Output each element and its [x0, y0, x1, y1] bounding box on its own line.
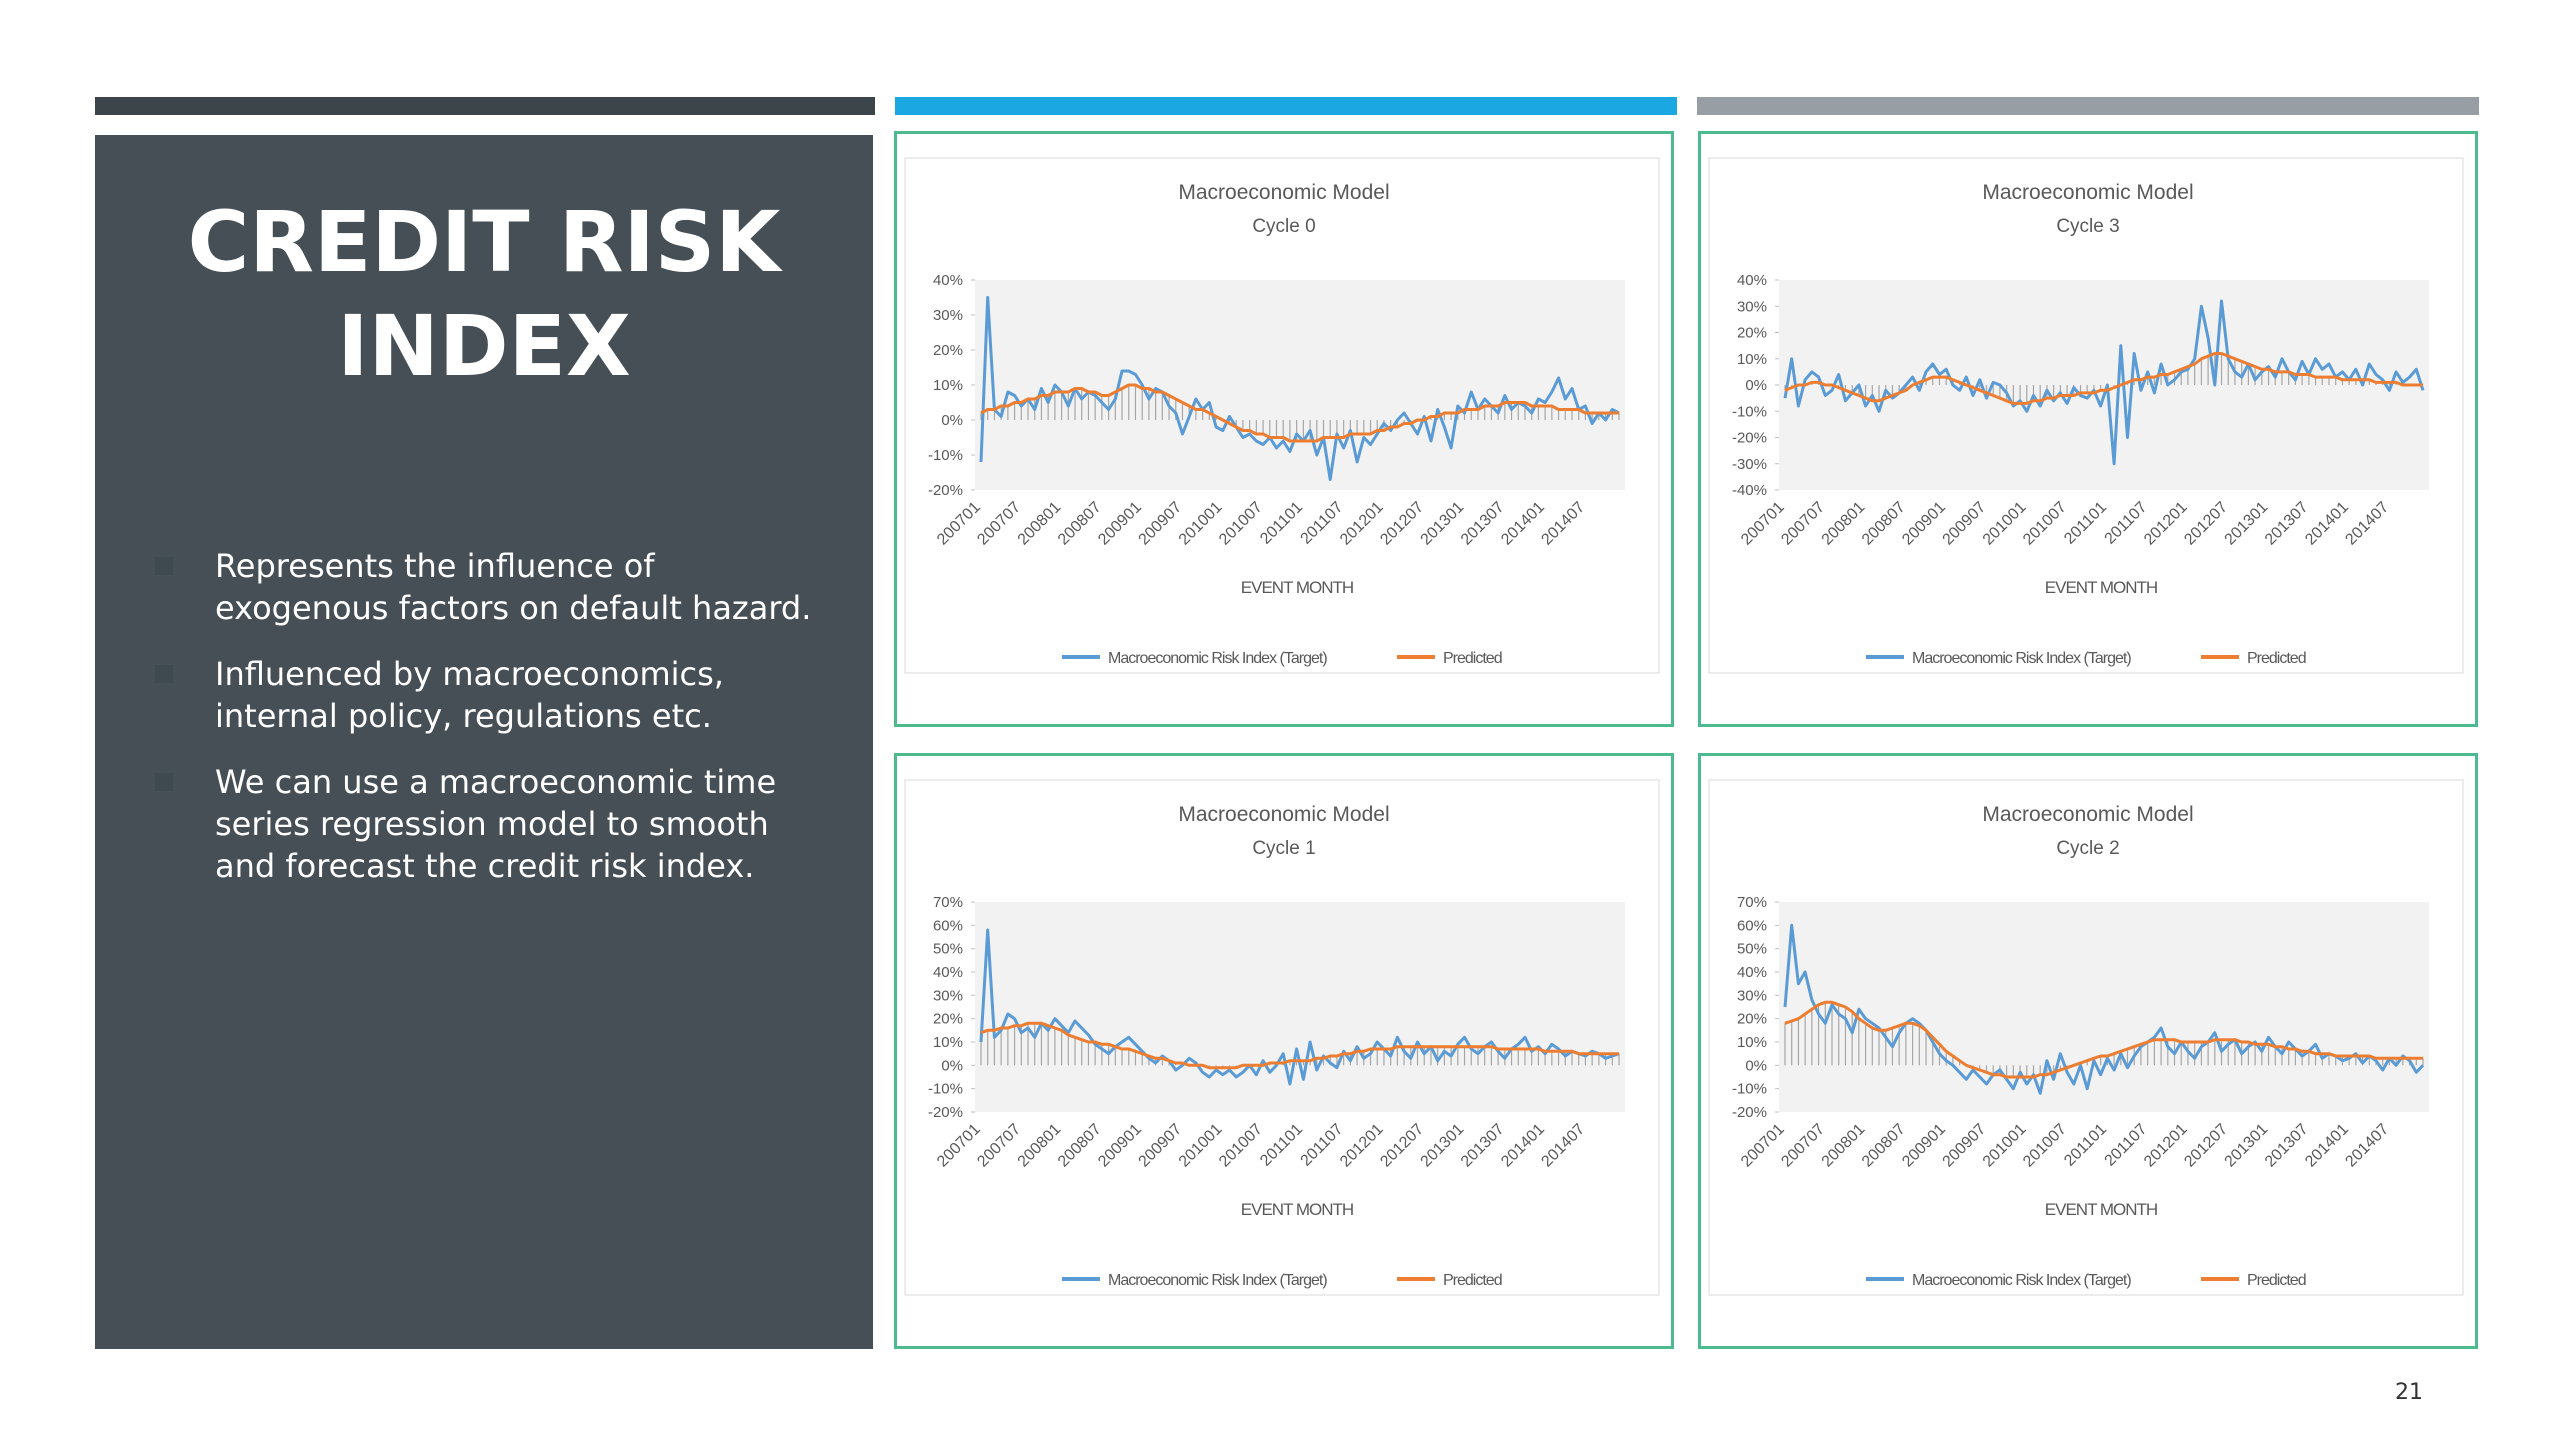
legend-label: Macroeconomic Risk Index (Target) — [1912, 650, 2131, 667]
y-tick-label: 50% — [933, 941, 963, 958]
plot-area — [975, 280, 1625, 490]
y-tick-label: 40% — [933, 964, 963, 981]
plot-area — [975, 902, 1625, 1112]
y-tick-label: 10% — [1737, 1034, 1767, 1051]
chart-panel: Macroeconomic Model Cycle 2 -20% -10% 0% 10% 2… — [1698, 753, 2478, 1349]
legend-label: Predicted — [2247, 1272, 2306, 1289]
y-tick-label: -10% — [1732, 1081, 1767, 1098]
x-axis-title: EVENT MONTH — [2045, 1200, 2157, 1219]
legend-label: Macroeconomic Risk Index (Target) — [1912, 1272, 2131, 1289]
y-tick-label: -10% — [928, 1081, 963, 1098]
y-tick-label: 0% — [941, 1057, 963, 1074]
bullet-icon — [155, 773, 173, 791]
bullet: Represents the influence of exogenous fa… — [155, 545, 825, 629]
y-tick-label: 60% — [1737, 917, 1767, 934]
legend-label: Macroeconomic Risk Index (Target) — [1108, 1272, 1327, 1289]
legend-label: Macroeconomic Risk Index (Target) — [1108, 650, 1327, 667]
chart-subtitle: Cycle 1 — [1252, 838, 1315, 859]
y-tick-label: 70% — [933, 894, 963, 911]
y-tick-label: 40% — [1737, 272, 1767, 289]
chart-subtitle: Cycle 0 — [1252, 216, 1315, 237]
y-tick-label: 20% — [1737, 1011, 1767, 1028]
x-axis-title: EVENT MONTH — [1241, 1200, 1353, 1219]
title-line: CREDIT RISK — [187, 193, 781, 291]
y-tick-label: 10% — [1737, 351, 1767, 368]
bullet-text: We can use a macroeconomic time series r… — [215, 763, 777, 885]
y-tick-label: 20% — [933, 342, 963, 359]
plot-area — [1779, 902, 2429, 1112]
y-tick-label: -20% — [928, 1104, 963, 1121]
y-tick-label: -30% — [1732, 456, 1767, 473]
legend-label: Predicted — [1443, 650, 1502, 667]
bullet-list: Represents the influence of exogenous fa… — [155, 545, 825, 911]
chart-title: Macroeconomic Model — [1982, 181, 2193, 204]
top-bar — [95, 97, 875, 115]
chart: Macroeconomic Model Cycle 3 -40% -30% -20% -1… — [1708, 157, 2464, 674]
slide-title: CREDIT RISK INDEX — [95, 190, 873, 398]
legend-label: Predicted — [2247, 650, 2306, 667]
chart-panel: Macroeconomic Model Cycle 0 -20% -10% 0% 10% 2… — [894, 131, 1674, 727]
plot-area — [1779, 280, 2429, 490]
chart: Macroeconomic Model Cycle 0 -20% -10% 0% 10% 2… — [904, 157, 1660, 674]
left-panel: CREDIT RISK INDEX Represents the influen… — [95, 135, 873, 1349]
chart-panel: Macroeconomic Model Cycle 1 -20% -10% 0% 10% 2… — [894, 753, 1674, 1349]
y-tick-label: -20% — [1732, 430, 1767, 447]
chart-subtitle: Cycle 3 — [2056, 216, 2119, 237]
page-number: 21 — [2395, 1380, 2423, 1405]
top-bar — [1697, 97, 2479, 115]
bullet: We can use a macroeconomic time series r… — [155, 761, 825, 887]
y-tick-label: 40% — [933, 272, 963, 289]
y-tick-label: -10% — [928, 447, 963, 464]
chart: Macroeconomic Model Cycle 1 -20% -10% 0% 10% 2… — [904, 779, 1660, 1296]
y-tick-label: -20% — [928, 482, 963, 499]
y-tick-label: 30% — [933, 307, 963, 324]
bullet-icon — [155, 665, 173, 683]
bullet: Influenced by macroeconomics, internal p… — [155, 653, 825, 737]
legend-label: Predicted — [1443, 1272, 1502, 1289]
chart-title: Macroeconomic Model — [1178, 803, 1389, 826]
y-tick-label: 30% — [1737, 987, 1767, 1004]
series-line — [980, 383, 1619, 443]
y-tick-label: 10% — [933, 1034, 963, 1051]
bullet-text: Represents the influence of exogenous fa… — [215, 547, 812, 627]
series-line — [1784, 352, 2423, 405]
series-line — [980, 1021, 1619, 1070]
chart-subtitle: Cycle 2 — [2056, 838, 2119, 859]
y-tick-label: -20% — [1732, 1104, 1767, 1121]
bullet-text: Influenced by macroeconomics, internal p… — [215, 655, 724, 735]
y-tick-label: -10% — [1732, 403, 1767, 420]
y-tick-label: 20% — [933, 1011, 963, 1028]
series-line — [979, 296, 1620, 481]
top-bar — [895, 97, 1677, 115]
y-tick-label: 50% — [1737, 941, 1767, 958]
y-tick-label: 0% — [1745, 1057, 1767, 1074]
series-line — [1784, 1000, 2423, 1079]
y-tick-label: 0% — [1745, 377, 1767, 394]
y-tick-label: -40% — [1732, 482, 1767, 499]
y-tick-label: 20% — [1737, 325, 1767, 342]
chart-title: Macroeconomic Model — [1982, 803, 2193, 826]
y-tick-label: 60% — [933, 917, 963, 934]
y-tick-label: 40% — [1737, 964, 1767, 981]
x-axis-title: EVENT MONTH — [2045, 578, 2157, 597]
series-line — [1783, 923, 2425, 1095]
title-line: INDEX — [337, 297, 631, 395]
y-tick-label: 30% — [1737, 298, 1767, 315]
y-tick-label: 70% — [1737, 894, 1767, 911]
bullet-icon — [155, 557, 173, 575]
y-tick-label: 10% — [933, 377, 963, 394]
chart-panel: Macroeconomic Model Cycle 3 -40% -30% -20% -1… — [1698, 131, 2478, 727]
x-axis-title: EVENT MONTH — [1241, 578, 1353, 597]
y-tick-label: 0% — [941, 412, 963, 429]
chart-title: Macroeconomic Model — [1178, 181, 1389, 204]
y-tick-label: 30% — [933, 987, 963, 1004]
chart: Macroeconomic Model Cycle 2 -20% -10% 0% 10% 2… — [1708, 779, 2464, 1296]
